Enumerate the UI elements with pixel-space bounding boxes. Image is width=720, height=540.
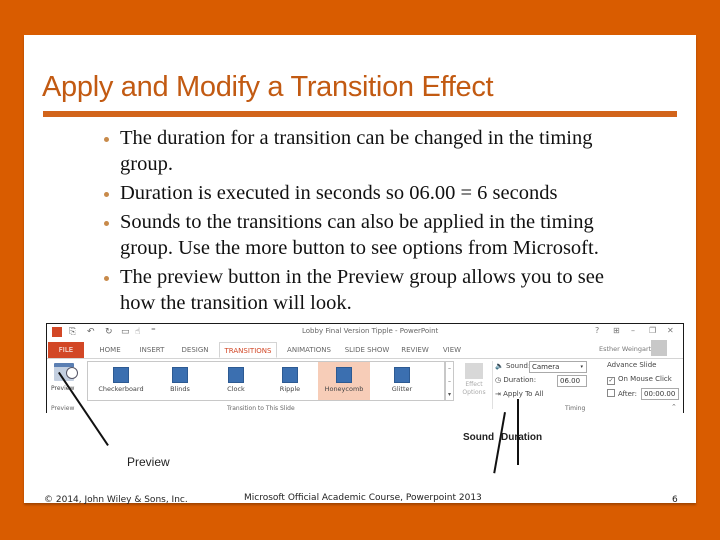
tab-home[interactable]: HOME	[99, 346, 121, 354]
sound-label: 🔈 Sound:	[495, 362, 531, 370]
preview-button[interactable]: Preview	[51, 363, 81, 392]
group-separator	[683, 361, 684, 409]
bullet-text-line: group.	[120, 153, 173, 175]
quick-access-toolbar: ⎘ ↶ ↻ ▭ ☝ ⁼ Lobby Final Version Tipple -…	[47, 324, 683, 340]
transition-gallery: Checkerboard Blinds Clock Ripple Honeyco…	[87, 361, 445, 401]
bullet-text-line: The preview button in the Preview group …	[120, 266, 604, 288]
duration-stepper[interactable]: 06.00	[557, 375, 587, 387]
save-icon[interactable]: ⎘	[69, 327, 77, 337]
bullet-text-line: group. Use the more button to see option…	[120, 237, 599, 259]
transition-checkerboard[interactable]: Checkerboard	[90, 362, 152, 400]
after-time-stepper[interactable]: 00:00.00	[641, 388, 679, 400]
gallery-more-button[interactable]: – – ▾	[445, 361, 454, 401]
honeycomb-icon	[336, 367, 352, 383]
blinds-icon	[172, 367, 188, 383]
duration-callout-label: Duration	[501, 432, 543, 443]
bullet-icon	[104, 276, 109, 281]
bullet-text-line: how the transition will look.	[120, 292, 352, 314]
tab-animations[interactable]: ANIMATIONS	[287, 346, 331, 354]
tab-view[interactable]: VIEW	[442, 346, 462, 354]
checkerboard-icon	[113, 367, 129, 383]
bullet-text-line: The duration for a transition can be cha…	[120, 127, 593, 149]
bullet-text-line: Duration is executed in seconds so 06.00…	[120, 182, 558, 204]
apply-to-all-button[interactable]: ⇥ Apply To All	[495, 390, 544, 398]
tab-slide-show[interactable]: SLIDE SHOW	[344, 346, 390, 354]
slide-title: Apply and Modify a Transition Effect	[42, 71, 494, 103]
powerpoint-logo-icon	[52, 327, 62, 337]
page-number: 6	[672, 495, 678, 505]
transition-honeycomb[interactable]: Honeycomb	[318, 362, 370, 400]
bullet-icon	[104, 221, 109, 226]
collapse-ribbon-icon[interactable]: ⌃	[671, 403, 677, 411]
tab-review[interactable]: REVIEW	[401, 346, 429, 354]
avatar[interactable]	[651, 340, 667, 356]
duration-callout-arrow	[517, 399, 519, 465]
preview-icon	[54, 363, 78, 381]
help-icon[interactable]: ?	[595, 326, 600, 335]
window-title: Lobby Final Version Tipple - PowerPoint	[302, 327, 439, 335]
tab-file[interactable]: FILE	[48, 342, 84, 358]
on-mouse-click-checkbox[interactable]: ✓ On Mouse Click	[607, 375, 672, 385]
ripple-icon	[282, 367, 298, 383]
group-separator	[492, 361, 493, 409]
ribbon-body: Preview Preview Checkerboard Blinds Cloc…	[47, 358, 683, 413]
bullet-text-line: Sounds to the transitions can also be ap…	[120, 211, 594, 233]
transition-glitter[interactable]: Glitter	[378, 362, 426, 400]
presentation-icon[interactable]: ▭	[121, 327, 130, 337]
redo-icon[interactable]: ↻	[105, 327, 113, 337]
transition-ripple[interactable]: Ripple	[266, 362, 314, 400]
checkbox-icon	[607, 389, 615, 397]
after-checkbox[interactable]: After:	[607, 389, 637, 398]
effect-options-button[interactable]: Effect Options	[459, 363, 489, 397]
apply-all-icon: ⇥	[495, 390, 501, 398]
advance-slide-title: Advance Slide	[607, 361, 657, 369]
chevron-down-icon: ▾	[580, 364, 583, 370]
tab-design[interactable]: DESIGN	[181, 346, 209, 354]
duration-label: ◷ Duration:	[495, 376, 537, 384]
close-icon[interactable]: ✕	[667, 326, 674, 335]
ribbon-tabs: FILE HOME INSERT DESIGN TRANSITIONS ANIM…	[47, 342, 683, 358]
transition-clock[interactable]: Clock	[212, 362, 260, 400]
ribbon-screenshot: ⎘ ↶ ↻ ▭ ☝ ⁼ Lobby Final Version Tipple -…	[46, 323, 684, 413]
footer-course: Microsoft Official Academic Course, Powe…	[244, 493, 482, 503]
preview-button-label: Preview	[51, 385, 75, 392]
sound-icon: 🔈	[495, 362, 504, 370]
title-underline	[43, 111, 677, 117]
touch-mode-icon[interactable]: ☝	[135, 327, 141, 337]
user-name[interactable]: Esther Weingarten	[599, 345, 660, 353]
maximize-icon[interactable]: ❐	[649, 326, 657, 335]
clock-icon: ◷	[495, 376, 502, 384]
timing-group-label: Timing	[565, 405, 586, 412]
minimize-icon[interactable]: –	[631, 326, 635, 335]
clock-icon	[228, 367, 244, 383]
effect-options-icon	[465, 363, 483, 379]
preview-group-label: Preview	[51, 405, 75, 412]
sound-callout-label: Sound	[463, 432, 495, 443]
tab-insert[interactable]: INSERT	[139, 346, 165, 354]
customize-qat-icon[interactable]: ⁼	[151, 327, 156, 337]
preview-callout-label: Preview	[127, 455, 170, 469]
ribbon-display-icon[interactable]: ⊞	[613, 326, 620, 335]
footer-copyright: © 2014, John Wiley & Sons, Inc.	[44, 495, 188, 505]
transition-group-label: Transition to This Slide	[227, 405, 295, 412]
undo-icon[interactable]: ↶	[87, 327, 95, 337]
bullet-icon	[104, 192, 109, 197]
sound-dropdown[interactable]: Camera ▾	[529, 361, 587, 373]
slide: Apply and Modify a Transition Effect The…	[24, 35, 696, 505]
glitter-icon	[394, 367, 410, 383]
tab-transitions[interactable]: TRANSITIONS	[219, 342, 277, 358]
bullet-icon	[104, 137, 109, 142]
checkbox-checked-icon: ✓	[607, 377, 615, 385]
transition-blinds[interactable]: Blinds	[156, 362, 204, 400]
